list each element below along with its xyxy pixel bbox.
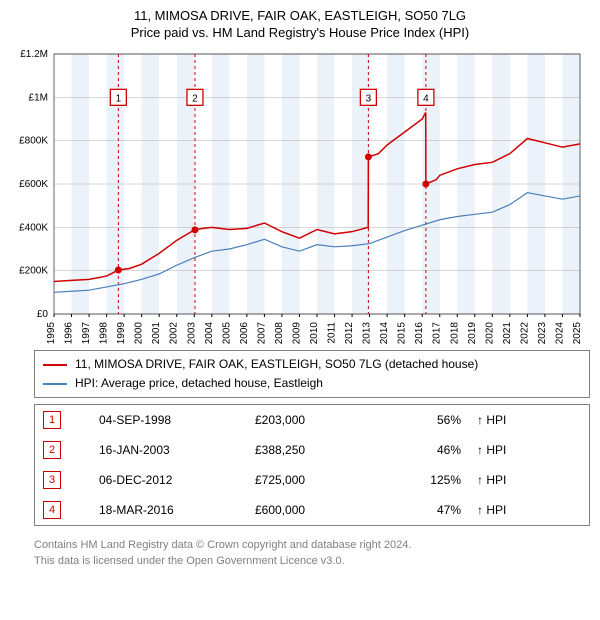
svg-text:1996: 1996 bbox=[64, 322, 75, 344]
svg-text:2012: 2012 bbox=[344, 322, 355, 344]
legend-swatch bbox=[43, 364, 67, 366]
svg-text:2007: 2007 bbox=[256, 322, 267, 344]
footnote-text: Contains HM Land Registry data © Crown c… bbox=[34, 538, 590, 553]
svg-text:1999: 1999 bbox=[116, 322, 127, 344]
page-subtitle: Price paid vs. HM Land Registry's House … bbox=[0, 25, 600, 40]
svg-text:2015: 2015 bbox=[397, 322, 408, 344]
svg-text:2006: 2006 bbox=[239, 322, 250, 344]
transactions-table: 104-SEP-1998£203,00056%↑ HPI216-JAN-2003… bbox=[34, 404, 590, 526]
tx-note: ↑ HPI bbox=[469, 495, 589, 525]
svg-text:2019: 2019 bbox=[467, 322, 478, 344]
tx-marker: 4 bbox=[43, 501, 61, 519]
price-chart: £0 £200K £400K £600K £800K £1M £1.2M 1995 1996 19… bbox=[10, 44, 590, 344]
table-row: 3 06-DEC-2012£725,000125%↑ HPI bbox=[35, 465, 589, 495]
tx-price: £600,000 bbox=[247, 495, 383, 525]
svg-text:2022: 2022 bbox=[519, 322, 530, 344]
svg-text:1998: 1998 bbox=[99, 322, 110, 344]
tx-price: £203,000 bbox=[247, 405, 383, 435]
tx-price: £388,250 bbox=[247, 435, 383, 465]
svg-text:2020: 2020 bbox=[484, 322, 495, 344]
svg-text:2000: 2000 bbox=[134, 322, 145, 344]
svg-text:1: 1 bbox=[116, 93, 122, 104]
tx-note: ↑ HPI bbox=[469, 435, 589, 465]
table-row: 2 16-JAN-2003£388,25046%↑ HPI bbox=[35, 435, 589, 465]
svg-text:2016: 2016 bbox=[414, 322, 425, 344]
svg-text:2024: 2024 bbox=[554, 322, 565, 344]
svg-text:£1M: £1M bbox=[29, 92, 48, 103]
svg-text:£400K: £400K bbox=[19, 222, 48, 233]
svg-text:3: 3 bbox=[366, 93, 372, 104]
svg-text:£800K: £800K bbox=[19, 136, 48, 147]
tx-marker: 3 bbox=[43, 471, 61, 489]
legend-item: HPI: Average price, detached house, East… bbox=[43, 374, 581, 393]
svg-text:2008: 2008 bbox=[274, 322, 285, 344]
tx-note: ↑ HPI bbox=[469, 465, 589, 495]
svg-text:2011: 2011 bbox=[327, 322, 338, 344]
svg-text:2: 2 bbox=[192, 93, 198, 104]
svg-text:2018: 2018 bbox=[449, 322, 460, 344]
svg-text:2014: 2014 bbox=[379, 322, 390, 344]
svg-text:1995: 1995 bbox=[46, 322, 57, 344]
svg-text:1997: 1997 bbox=[81, 322, 92, 344]
svg-text:2001: 2001 bbox=[151, 322, 162, 344]
svg-text:2005: 2005 bbox=[221, 322, 232, 344]
tx-note: ↑ HPI bbox=[469, 405, 589, 435]
tx-price: £725,000 bbox=[247, 465, 383, 495]
legend-item: 11, MIMOSA DRIVE, FAIR OAK, EASTLEIGH, S… bbox=[43, 355, 581, 374]
svg-text:2004: 2004 bbox=[204, 322, 215, 344]
table-row: 1 04-SEP-1998£203,00056%↑ HPI bbox=[35, 405, 589, 435]
page-title: 11, MIMOSA DRIVE, FAIR OAK, EASTLEIGH, S… bbox=[0, 8, 600, 23]
svg-text:£1.2M: £1.2M bbox=[20, 49, 48, 60]
tx-date: 16-JAN-2003 bbox=[91, 435, 247, 465]
tx-marker: 2 bbox=[43, 441, 61, 459]
svg-text:£600K: £600K bbox=[19, 179, 48, 190]
svg-text:2017: 2017 bbox=[432, 322, 443, 344]
svg-text:2025: 2025 bbox=[572, 322, 583, 344]
svg-text:2003: 2003 bbox=[186, 322, 197, 344]
tx-pct: 56% bbox=[383, 405, 469, 435]
svg-text:2002: 2002 bbox=[169, 322, 180, 344]
tx-pct: 125% bbox=[383, 465, 469, 495]
tx-date: 18-MAR-2016 bbox=[91, 495, 247, 525]
svg-text:2009: 2009 bbox=[291, 322, 302, 344]
tx-marker: 1 bbox=[43, 411, 61, 429]
tx-date: 06-DEC-2012 bbox=[91, 465, 247, 495]
svg-text:2010: 2010 bbox=[309, 322, 320, 344]
svg-text:£0: £0 bbox=[37, 309, 49, 320]
svg-text:2021: 2021 bbox=[502, 322, 513, 344]
footnote-text: This data is licensed under the Open Gov… bbox=[34, 554, 590, 569]
legend-label: 11, MIMOSA DRIVE, FAIR OAK, EASTLEIGH, S… bbox=[75, 355, 478, 374]
table-row: 4 18-MAR-2016£600,00047%↑ HPI bbox=[35, 495, 589, 525]
legend-label: HPI: Average price, detached house, East… bbox=[75, 374, 323, 393]
tx-date: 04-SEP-1998 bbox=[91, 405, 247, 435]
svg-text:£200K: £200K bbox=[19, 266, 48, 277]
svg-text:4: 4 bbox=[423, 93, 429, 104]
legend-swatch bbox=[43, 383, 67, 385]
tx-pct: 46% bbox=[383, 435, 469, 465]
svg-text:2023: 2023 bbox=[537, 322, 548, 344]
chart-legend: 11, MIMOSA DRIVE, FAIR OAK, EASTLEIGH, S… bbox=[34, 350, 590, 398]
tx-pct: 47% bbox=[383, 495, 469, 525]
footnote: Contains HM Land Registry data © Crown c… bbox=[34, 532, 590, 569]
svg-text:2013: 2013 bbox=[362, 322, 373, 344]
